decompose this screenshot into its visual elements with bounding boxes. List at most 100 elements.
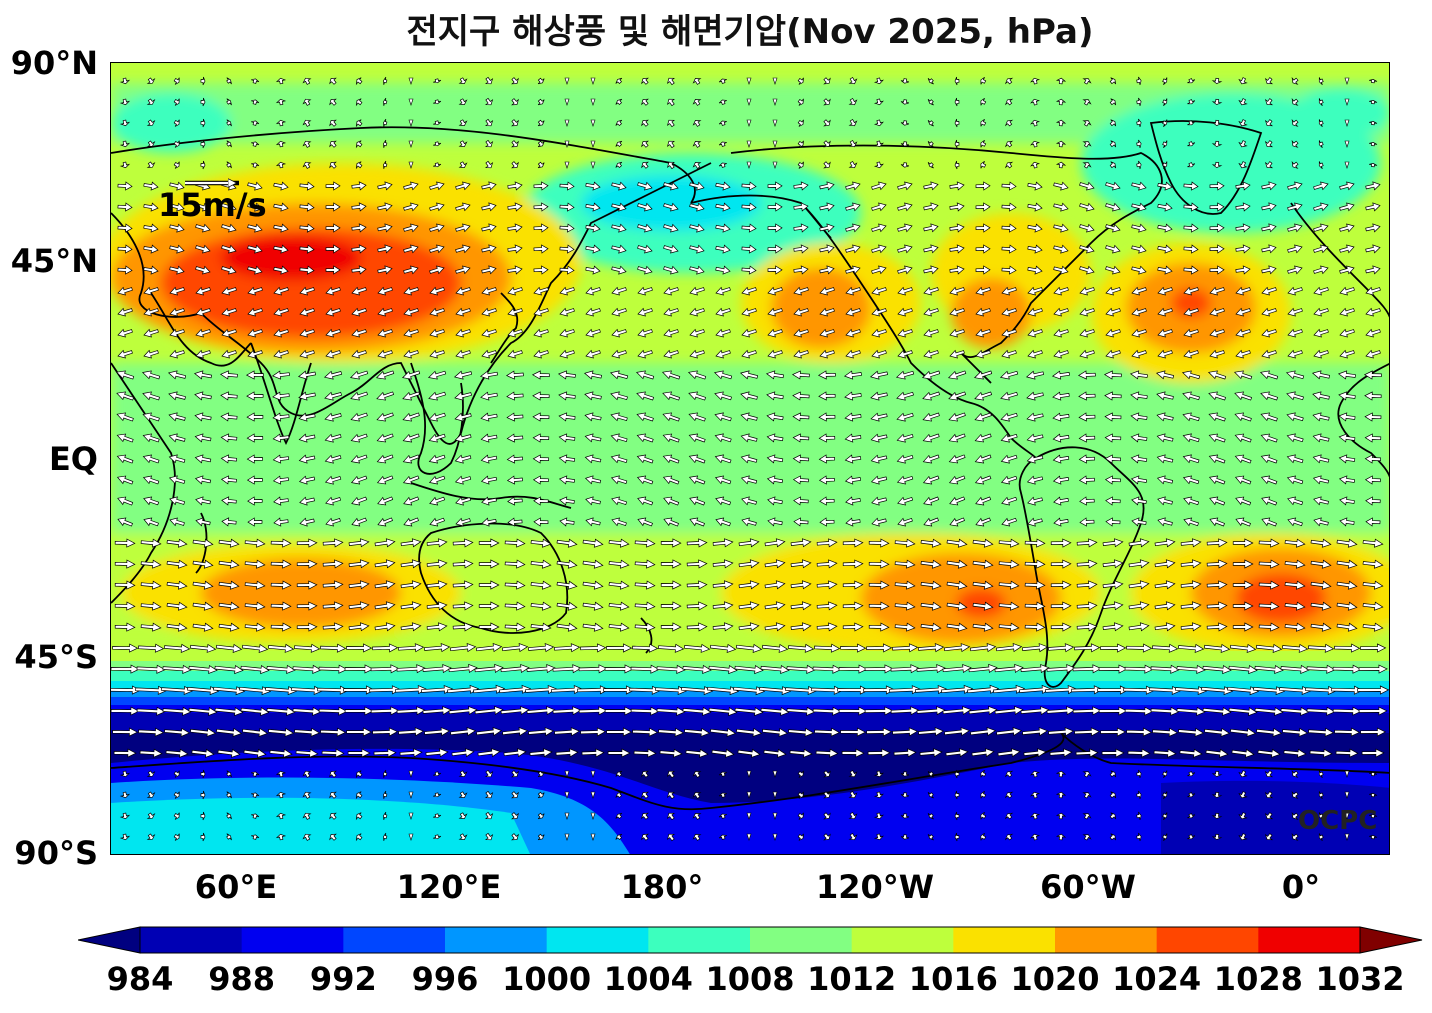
wind-arrow (117, 307, 133, 317)
wind-arrow (1004, 770, 1014, 778)
wind-arrow (584, 475, 602, 485)
wind-arrow (268, 643, 295, 653)
wind-arrow (712, 559, 734, 569)
wind-arrow (355, 791, 363, 800)
wind-arrow (1287, 307, 1303, 317)
wind-arrow (615, 791, 623, 798)
wind-arrow (455, 496, 472, 506)
wind-arrow (559, 286, 575, 296)
wind-arrow (637, 223, 653, 233)
wind-arrow (1369, 79, 1378, 84)
wind-arrow (1235, 517, 1251, 527)
wind-arrow (173, 119, 180, 127)
wind-arrow (1261, 349, 1277, 359)
wind-arrow (1075, 748, 1099, 758)
wind-arrow (1285, 370, 1305, 380)
wind-arrow (641, 791, 649, 799)
wind-arrow (1234, 454, 1252, 464)
wind-arrow (1313, 223, 1329, 233)
wind-arrow (1020, 663, 1050, 674)
wind-arrow (251, 78, 260, 84)
wind-arrow (452, 559, 474, 569)
wind-arrow (1109, 140, 1117, 148)
wind-arrow (819, 202, 835, 212)
wind-arrow (1050, 538, 1072, 548)
wind-arrow (433, 120, 442, 126)
wind-arrow (1318, 812, 1324, 821)
wind-arrow (819, 349, 835, 359)
wind-arrow (637, 244, 653, 254)
wind-arrow (793, 244, 809, 254)
wind-arrow (660, 538, 682, 548)
wind-arrow (1187, 771, 1196, 777)
wind-arrow (1284, 559, 1306, 569)
wind-arrow (1287, 181, 1303, 191)
wind-arrow (641, 161, 649, 169)
colorbar-cell (343, 927, 446, 953)
wind-arrow (1344, 812, 1350, 820)
wind-arrow (692, 120, 702, 127)
wind-arrow (1344, 119, 1350, 127)
wind-arrow (504, 538, 526, 548)
wind-arrow (1104, 391, 1122, 401)
wind-arrow (275, 833, 287, 841)
wind-arrow (741, 517, 757, 527)
wind-arrow (819, 517, 835, 527)
wind-arrow (980, 98, 987, 106)
wind-arrow (114, 559, 136, 569)
wind-arrow (429, 328, 445, 338)
wind-arrow (1286, 475, 1304, 485)
wind-arrow (383, 160, 388, 169)
wind-arrow (1130, 412, 1148, 422)
wind-arrow (714, 475, 732, 485)
wind-arrow (920, 622, 942, 632)
wind-arrow (273, 202, 289, 212)
wind-arrow (168, 433, 186, 443)
wind-arrow (1045, 685, 1078, 695)
wind-arrow (164, 727, 191, 737)
wind-arrow (897, 307, 913, 317)
wind-arrow (1318, 119, 1324, 128)
wind-arrow (454, 475, 472, 485)
wind-arrow (270, 538, 292, 548)
wind-arrow (1082, 99, 1092, 106)
wind-arrow (590, 161, 596, 169)
wind-arrow (1052, 412, 1070, 422)
wind-arrow (537, 119, 545, 127)
wind-arrow (923, 181, 939, 191)
wind-arrow (447, 684, 480, 694)
wind-arrow (429, 496, 446, 506)
wind-arrow (140, 622, 162, 632)
wind-arrow (1154, 622, 1176, 632)
wind-arrow (848, 161, 858, 169)
wind-arrow (244, 601, 266, 611)
wind-arrow (1124, 664, 1154, 674)
wind-arrow (383, 139, 388, 148)
wind-arrow (760, 665, 790, 675)
wind-arrow (916, 706, 946, 716)
wind-arrow (971, 748, 995, 758)
wind-arrow (1052, 454, 1070, 464)
wind-arrow (764, 580, 786, 590)
wind-arrow (797, 119, 804, 127)
wind-arrow (244, 559, 266, 569)
wind-arrow (630, 706, 660, 716)
wind-arrow (1283, 748, 1307, 758)
wind-arrow (585, 496, 601, 506)
wind-arrow (660, 601, 682, 611)
wind-arrow (433, 813, 442, 819)
wind-arrow (1055, 791, 1067, 799)
wind-arrow (1098, 706, 1128, 716)
wind-arrow (818, 454, 835, 464)
wind-arrow (746, 98, 752, 106)
wind-arrow (845, 286, 861, 296)
wind-arrow (119, 98, 131, 106)
wind-arrow (1026, 433, 1044, 443)
wind-arrow (146, 140, 156, 147)
wind-arrow (689, 244, 705, 254)
colorbar-tick-label: 992 (309, 960, 377, 998)
wind-arrow (218, 580, 240, 590)
wind-arrow (1154, 538, 1176, 548)
wind-arrow (273, 181, 289, 191)
wind-arrow (480, 412, 498, 422)
